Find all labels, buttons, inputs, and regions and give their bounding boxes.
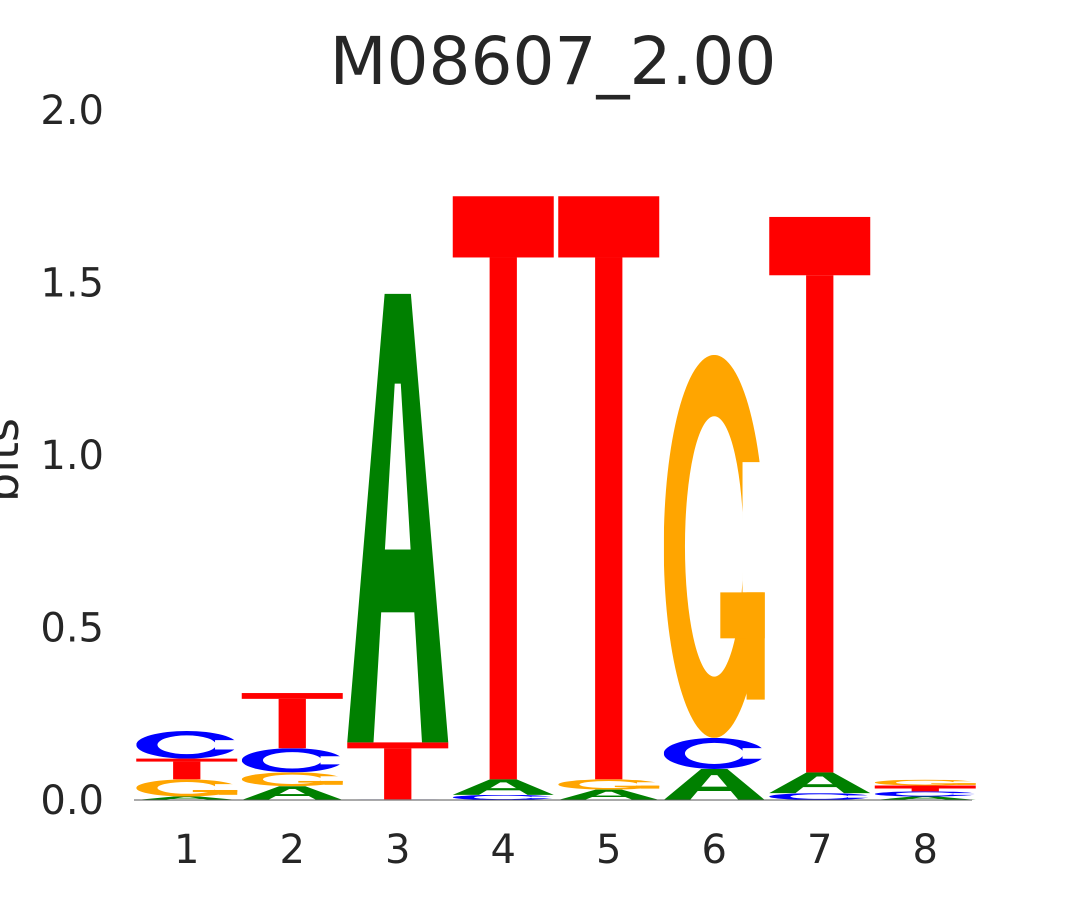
logo-letter-g [663,354,765,738]
logo-letter-c [769,793,871,800]
logo-letter-a [874,796,976,800]
letter-stacks [136,196,976,801]
logo-letter-t [452,196,554,780]
logo-letter-g [874,779,976,786]
x-tick-label: 3 [385,827,410,873]
x-tick-label: 1 [174,827,199,873]
y-tick-label: 2.0 [40,88,104,134]
logo-stack-7 [769,216,871,800]
logo-stack-1 [136,731,238,800]
logo-letter-g [558,779,660,790]
chart-title: M08607_2.00 [330,23,777,100]
logo-letter-t [347,742,449,800]
logo-letter-c [874,791,976,797]
y-axis-label: bits [0,418,29,502]
x-tick-label: 8 [913,827,938,873]
y-axis-ticks: 0.0 0.5 1.0 1.5 2.0 [40,88,104,824]
y-tick-label: 1.5 [40,261,104,307]
logo-letter-t [241,693,343,749]
x-axis-ticks: 1 2 3 4 5 6 7 8 [174,827,938,873]
x-tick-label: 5 [596,827,621,873]
logo-letter-a [241,786,343,800]
logo-letter-t [874,785,976,792]
logo-stack-6 [663,354,765,800]
logo-letter-t [558,196,660,780]
x-tick-label: 4 [491,827,516,873]
logo-stack-8 [874,779,976,800]
logo-letter-g [136,779,238,797]
x-tick-label: 2 [280,827,305,873]
logo-letter-c [241,748,343,773]
logo-letter-t [769,216,871,773]
logo-letter-a [347,293,449,743]
x-tick-label: 6 [702,827,727,873]
logo-letter-c [452,794,554,801]
logo-stack-3 [347,293,449,800]
logo-stack-5 [558,196,660,800]
logo-letter-c [663,737,765,769]
y-tick-label: 0.5 [40,606,104,652]
logo-letter-a [136,796,238,800]
y-tick-label: 0.0 [40,778,104,824]
x-tick-label: 7 [807,827,832,873]
y-tick-label: 1.0 [40,433,104,479]
logo-stack-4 [452,196,554,801]
logo-letter-g [241,772,343,787]
logo-letter-c [136,731,238,759]
logo-letter-a [769,772,871,794]
logo-letter-a [452,779,554,795]
logo-stack-2 [241,693,343,800]
logo-letter-t [136,758,238,780]
logo-letter-a [663,768,765,800]
logo-letter-a [558,789,660,800]
